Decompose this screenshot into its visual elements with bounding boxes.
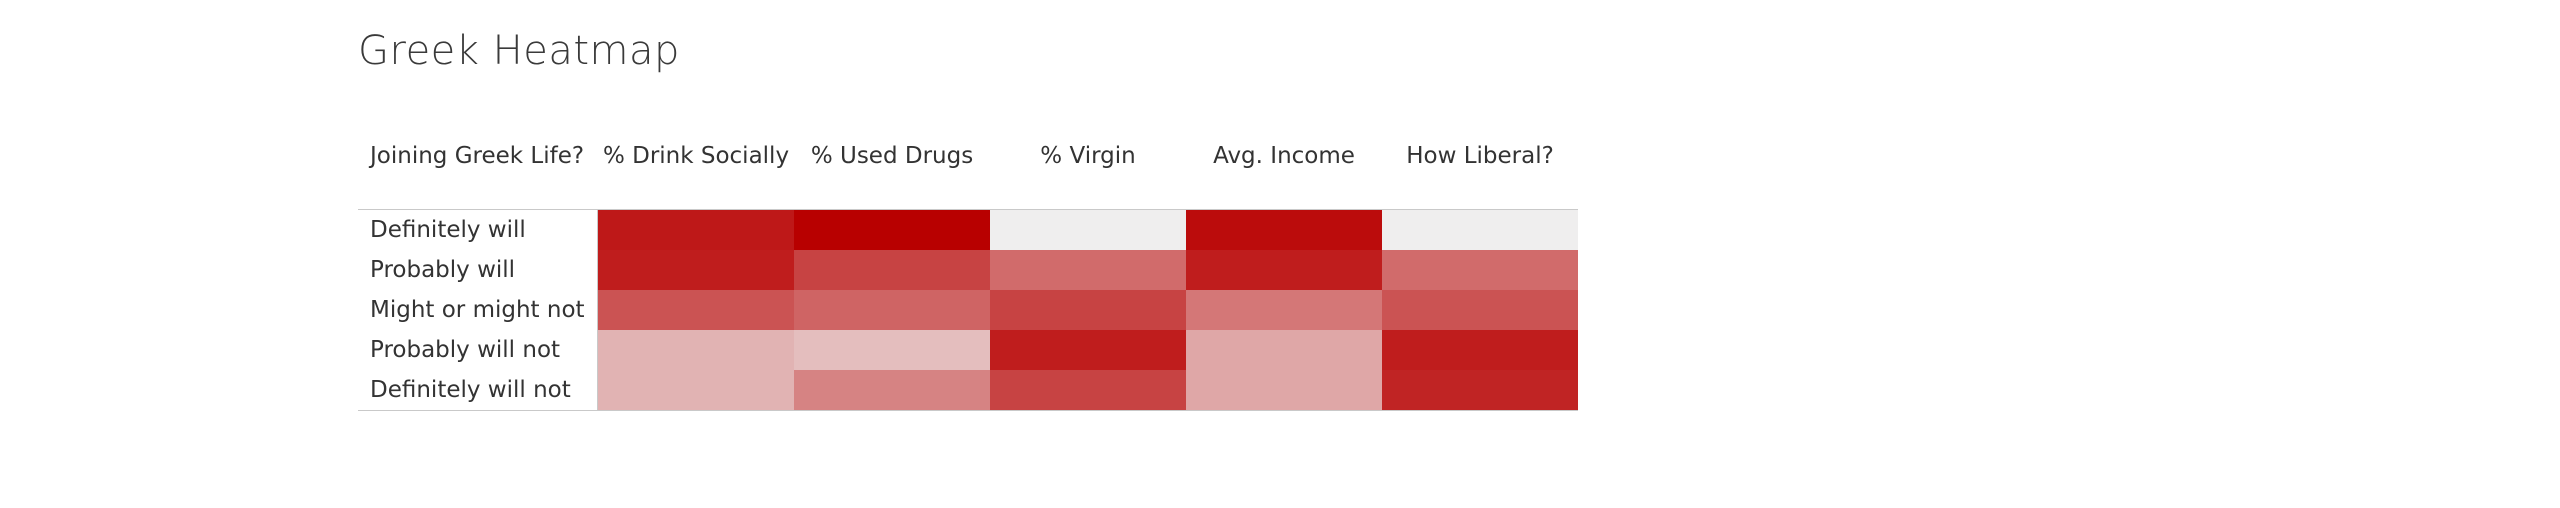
heatmap-cell[interactable] [990,250,1186,290]
heatmap-cell[interactable] [1186,370,1382,410]
heatmap-cell[interactable] [598,210,794,250]
page-title: Greek Heatmap [358,28,680,74]
column-header: How Liberal? [1406,143,1554,169]
column-header: % Virgin [1040,143,1136,169]
heatmap-cell[interactable] [1382,210,1578,250]
row-header-label: Joining Greek Life? [370,143,585,169]
heatmap-cell[interactable] [1382,330,1578,370]
row-label: Probably will [370,257,516,283]
heatmap-cell[interactable] [1186,290,1382,330]
row-label: Definitely will [370,217,526,243]
row-label: Might or might not [370,297,585,323]
heatmap-cell[interactable] [1186,250,1382,290]
heatmap-cell[interactable] [794,330,990,370]
heatmap-cell[interactable] [794,290,990,330]
heatmap-cell[interactable] [990,290,1186,330]
heatmap-cell[interactable] [794,250,990,290]
row-header-separator [597,209,598,411]
heatmap-cell[interactable] [990,330,1186,370]
heatmap-cell[interactable] [598,290,794,330]
heatmap-cell[interactable] [598,330,794,370]
heatmap-cell[interactable] [1382,250,1578,290]
heatmap-cell[interactable] [598,370,794,410]
heatmap-cell[interactable] [1382,290,1578,330]
heatmap-cell[interactable] [1186,210,1382,250]
heatmap-cell[interactable] [990,370,1186,410]
heatmap-cell[interactable] [1382,370,1578,410]
column-header: % Used Drugs [810,143,974,169]
column-header: % Drink Socially [602,143,790,169]
heatmap-cell[interactable] [794,210,990,250]
row-label: Definitely will not [370,377,571,403]
heatmap-cell[interactable] [990,210,1186,250]
row-label: Probably will not [370,337,561,363]
grid-bottom-line [358,410,1578,411]
grid-top-line [358,209,1578,210]
heatmap-cell[interactable] [598,250,794,290]
heatmap-cell[interactable] [794,370,990,410]
heatmap-cell[interactable] [1186,330,1382,370]
column-header: Avg. Income [1213,143,1355,169]
